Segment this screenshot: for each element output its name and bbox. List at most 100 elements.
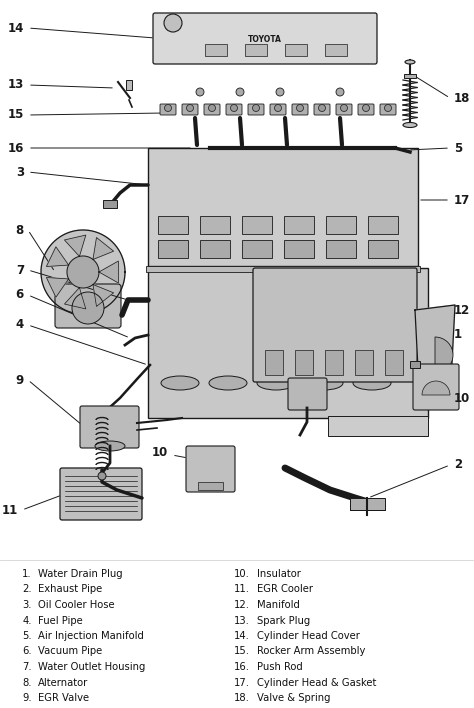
Text: 2: 2 <box>454 459 462 472</box>
Text: 8.: 8. <box>22 678 32 687</box>
Bar <box>148 268 428 418</box>
Bar <box>148 148 418 266</box>
Bar <box>103 200 117 208</box>
FancyBboxPatch shape <box>60 468 142 520</box>
Circle shape <box>209 105 216 111</box>
Text: 13: 13 <box>8 79 24 91</box>
Text: 12: 12 <box>454 304 470 316</box>
Bar <box>284 240 314 258</box>
Bar <box>200 240 230 258</box>
Text: 5.: 5. <box>22 631 32 641</box>
Polygon shape <box>0 0 474 555</box>
Ellipse shape <box>305 376 343 390</box>
FancyBboxPatch shape <box>358 104 374 115</box>
Text: 3.: 3. <box>22 600 32 610</box>
FancyBboxPatch shape <box>182 104 198 115</box>
Bar <box>295 350 313 375</box>
Polygon shape <box>46 247 69 266</box>
Bar <box>284 216 314 234</box>
Text: EGR Cooler: EGR Cooler <box>257 585 313 595</box>
Circle shape <box>72 292 104 324</box>
Text: Valve & Spring: Valve & Spring <box>257 693 330 703</box>
Circle shape <box>297 105 303 111</box>
Bar <box>326 240 356 258</box>
Text: Push Rod: Push Rod <box>257 662 303 672</box>
Text: Fuel Pipe: Fuel Pipe <box>38 615 83 625</box>
FancyBboxPatch shape <box>160 104 176 115</box>
Text: 15: 15 <box>8 108 24 122</box>
Text: 14: 14 <box>8 21 24 35</box>
FancyBboxPatch shape <box>153 13 377 64</box>
Text: 14.: 14. <box>234 631 250 641</box>
Text: Vacuum Pipe: Vacuum Pipe <box>38 646 102 656</box>
FancyBboxPatch shape <box>186 446 235 492</box>
Circle shape <box>164 105 172 111</box>
Circle shape <box>253 105 259 111</box>
Text: Water Drain Plug: Water Drain Plug <box>38 569 123 579</box>
Text: Manifold: Manifold <box>257 600 300 610</box>
Bar <box>200 216 230 234</box>
Text: 6: 6 <box>16 288 24 302</box>
Bar <box>285 44 307 56</box>
Text: 15.: 15. <box>234 646 250 656</box>
FancyBboxPatch shape <box>314 104 330 115</box>
Circle shape <box>336 88 344 96</box>
Text: 10: 10 <box>454 392 470 404</box>
Text: 3: 3 <box>16 166 24 178</box>
Bar <box>146 266 420 272</box>
Polygon shape <box>0 560 474 708</box>
Polygon shape <box>41 230 125 314</box>
Circle shape <box>164 14 182 32</box>
Text: 1: 1 <box>454 329 462 341</box>
Text: 9: 9 <box>16 374 24 387</box>
FancyBboxPatch shape <box>336 104 352 115</box>
Polygon shape <box>67 256 99 288</box>
Text: 10.: 10. <box>234 569 250 579</box>
Text: Water Outlet Housing: Water Outlet Housing <box>38 662 146 672</box>
Bar <box>328 416 428 436</box>
Text: 16.: 16. <box>234 662 250 672</box>
Text: Exhaust Pipe: Exhaust Pipe <box>38 585 102 595</box>
Text: EGR Valve: EGR Valve <box>38 693 89 703</box>
Polygon shape <box>415 305 455 408</box>
Text: 8: 8 <box>16 224 24 236</box>
Polygon shape <box>93 238 114 260</box>
FancyBboxPatch shape <box>270 104 286 115</box>
FancyBboxPatch shape <box>226 104 242 115</box>
Ellipse shape <box>405 60 415 64</box>
Bar <box>326 216 356 234</box>
Bar <box>245 44 267 56</box>
Text: Cylinder Head & Gasket: Cylinder Head & Gasket <box>257 678 376 687</box>
Bar <box>265 350 283 375</box>
Text: Cylinder Head Cover: Cylinder Head Cover <box>257 631 360 641</box>
Circle shape <box>319 105 326 111</box>
Ellipse shape <box>353 376 391 390</box>
FancyBboxPatch shape <box>288 378 327 410</box>
Text: 4: 4 <box>16 319 24 331</box>
Text: Alternator: Alternator <box>38 678 88 687</box>
Bar <box>158 216 188 234</box>
Bar <box>198 482 223 490</box>
Text: 2.: 2. <box>22 585 32 595</box>
Text: 17: 17 <box>454 193 470 207</box>
Bar <box>385 350 403 375</box>
FancyBboxPatch shape <box>248 104 264 115</box>
Text: Oil Cooler Hose: Oil Cooler Hose <box>38 600 115 610</box>
Circle shape <box>276 88 284 96</box>
FancyBboxPatch shape <box>413 364 459 410</box>
Ellipse shape <box>161 376 199 390</box>
Text: 1.: 1. <box>22 569 32 579</box>
Bar <box>126 80 132 90</box>
Text: 12.: 12. <box>234 600 250 610</box>
Circle shape <box>230 105 237 111</box>
Wedge shape <box>422 381 450 395</box>
Circle shape <box>340 105 347 111</box>
Circle shape <box>186 105 193 111</box>
Bar <box>368 216 398 234</box>
Text: 18: 18 <box>454 91 470 105</box>
Bar <box>242 216 272 234</box>
Text: 5: 5 <box>454 142 462 154</box>
Polygon shape <box>64 235 86 256</box>
Text: 11.: 11. <box>234 585 250 595</box>
Polygon shape <box>46 278 69 297</box>
